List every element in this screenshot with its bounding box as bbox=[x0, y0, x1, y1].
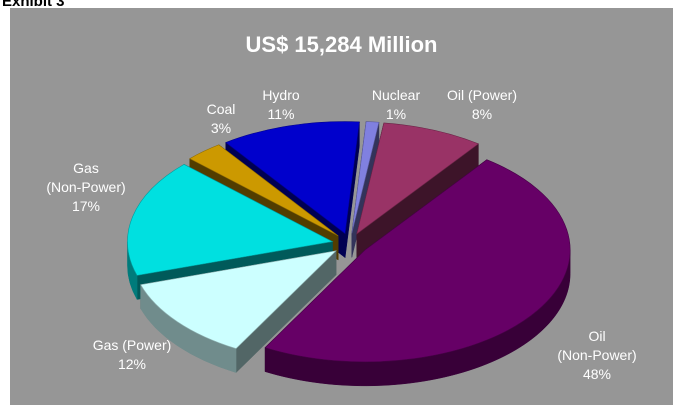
slice-label-line: 17% bbox=[72, 198, 100, 214]
slice-label-line: Oil bbox=[588, 328, 605, 344]
slice-label-line: 3% bbox=[211, 120, 231, 136]
slice-label-oil-non-power: Oil (Non-Power) 48% bbox=[557, 328, 636, 382]
slice-label-oil-power: Oil (Power) 8% bbox=[447, 87, 517, 122]
exhibit-label: Exhibit 3 bbox=[2, 0, 65, 10]
slice-label-line: 11% bbox=[268, 106, 295, 122]
pie-tops bbox=[127, 121, 571, 363]
slice-label-line: Coal bbox=[207, 101, 236, 117]
slice-label-nuclear: Nuclear 1% bbox=[372, 87, 421, 122]
slice-label-line: 1% bbox=[386, 106, 406, 122]
slice-top-nuclear bbox=[351, 121, 380, 234]
slice-label-line: (Non-Power) bbox=[557, 347, 636, 363]
slice-top-gas-power bbox=[140, 250, 337, 349]
slice-label-line: (Non-Power) bbox=[46, 179, 125, 195]
slice-label-line: Gas bbox=[73, 160, 99, 176]
slice-label-line: 8% bbox=[472, 106, 492, 122]
slice-label-coal: Coal 3% bbox=[207, 101, 236, 136]
pie-chart: Nuclear 1% Oil (Power) 8% Oil (Non-Power) 48% G… bbox=[46, 87, 637, 387]
slice-label-line: Oil (Power) bbox=[447, 87, 517, 103]
slice-top-hydro bbox=[225, 121, 360, 235]
slice-top-gas-non-power bbox=[127, 163, 334, 276]
slice-label-line: Nuclear bbox=[372, 87, 421, 103]
chart-title: US$ 15,284 Million bbox=[245, 32, 438, 57]
slice-top-oil-non-power bbox=[264, 159, 571, 363]
slice-label-line: Hydro bbox=[262, 87, 300, 103]
slice-top-oil-power bbox=[356, 122, 480, 235]
slice-label-gas-non-power: Gas (Non-Power) 17% bbox=[46, 160, 125, 214]
slice-label-line: 48% bbox=[583, 366, 611, 382]
slice-top-coal bbox=[189, 144, 339, 237]
slice-label-line: 12% bbox=[118, 356, 146, 372]
slice-label-gas-power: Gas (Power) 12% bbox=[93, 337, 172, 372]
chart-area: US$ 15,284 Million Nuclear 1% Oil (Power) 8… bbox=[10, 8, 673, 405]
slice-label-hydro: Hydro 11% bbox=[262, 87, 300, 122]
slice-label-line: Gas (Power) bbox=[93, 337, 172, 353]
